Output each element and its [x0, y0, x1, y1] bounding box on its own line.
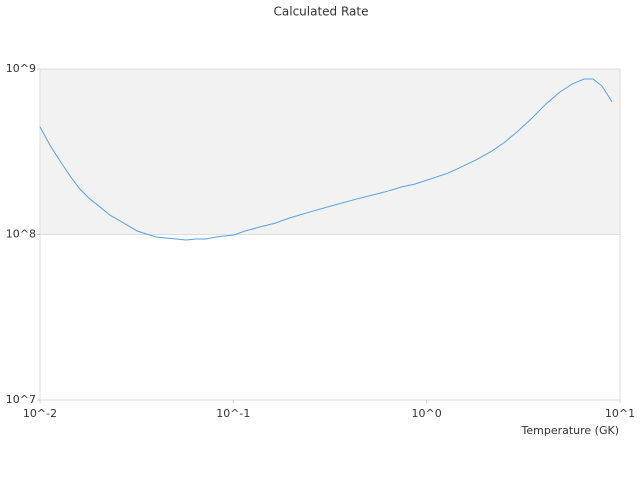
x-tick-label: 10^0 [412, 407, 442, 420]
x-tick-label: 10^-1 [216, 407, 250, 420]
x-tick-label: 10^-2 [23, 407, 57, 420]
chart-title: Calculated Rate [274, 5, 369, 19]
y-tick-label: 10^7 [6, 393, 36, 406]
x-tick-label: 10^1 [605, 407, 635, 420]
data-line [39, 78, 613, 241]
x-axis-label: Temperature (GK) [521, 424, 620, 437]
y-tick-label: 10^9 [6, 62, 36, 75]
y-tick-label: 10^8 [6, 228, 36, 241]
shaded-band [39, 68, 621, 235]
